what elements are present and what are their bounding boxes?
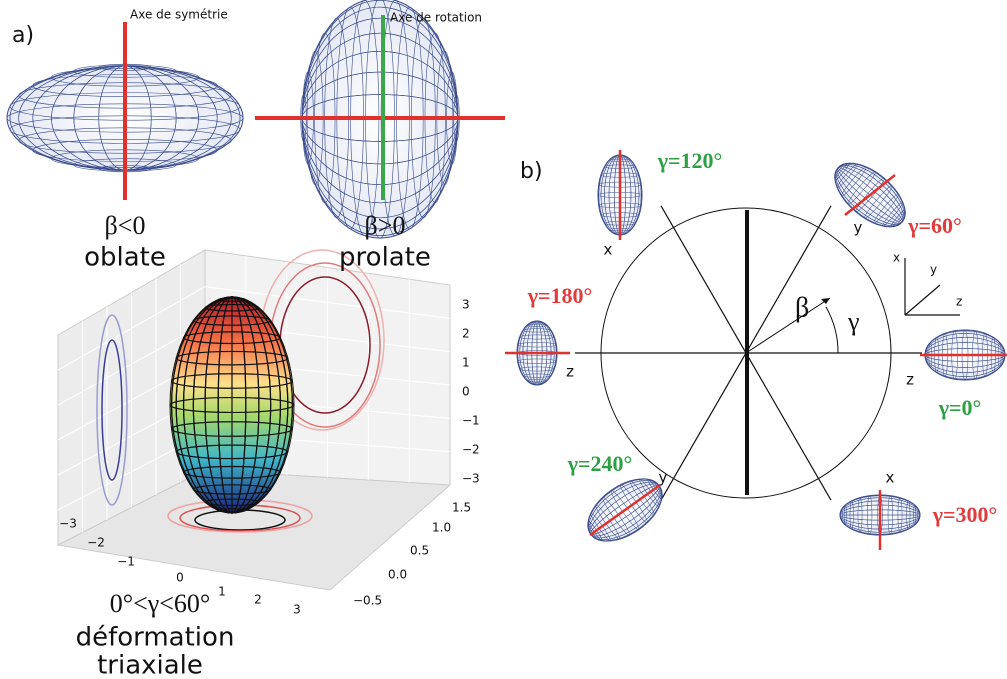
tick-label: −3 [59, 517, 77, 531]
gamma-value: γ=240° [567, 451, 633, 476]
shape-name: prolate [339, 243, 431, 273]
tick-label: 1 [218, 585, 226, 599]
triad-axis [905, 285, 940, 315]
axis-label: Axe de rotation [390, 11, 482, 25]
axis-letter: y [854, 219, 863, 237]
condition: 0°<γ<60° [110, 589, 211, 618]
gamma-arc [826, 307, 838, 353]
beta-label: β [795, 292, 809, 323]
shape-name: triaxiale [97, 651, 203, 679]
tick-label: 2 [254, 593, 262, 607]
gamma-label: γ [847, 307, 860, 336]
triad-label: x [893, 251, 900, 265]
tick-label: 3 [293, 603, 301, 617]
tick-label: 0 [462, 385, 470, 399]
tick-label: 3 [462, 298, 470, 312]
tick-label: −2 [87, 536, 105, 550]
tick-label: 0.5 [410, 544, 429, 558]
triad-label: z [956, 295, 962, 309]
panel-label: a) [12, 23, 34, 48]
gamma-value: γ=0° [938, 395, 982, 420]
axis-letter: z [566, 363, 574, 381]
tick-label: −3 [462, 472, 480, 486]
tick-label: 0.0 [388, 568, 407, 582]
shape-name: déformation [76, 623, 235, 653]
beta-vector [746, 298, 830, 353]
triad-label: y [930, 263, 937, 277]
gamma-value: γ=180° [527, 283, 593, 308]
axis-letter: y [659, 469, 668, 487]
figure: 3 2 1 0 −1 −2 −3 1.51.00.50.0 −0.5 −3 −2 −1 0 1 2 3 γ=0°… [0, 0, 1007, 679]
axis-label: Axe de symétrie [130, 8, 228, 22]
tick-label: −1 [117, 555, 135, 569]
gamma-value: γ=300° [932, 502, 998, 527]
axis-letter: x [886, 469, 895, 487]
axis-letter: z [906, 371, 914, 389]
tick-label: 2 [462, 327, 470, 341]
shape-name: oblate [84, 243, 166, 273]
tick-label: 0 [176, 571, 184, 585]
tick-label: 1 [462, 356, 470, 370]
condition: β<0 [105, 211, 146, 240]
gamma-value: γ=60° [907, 213, 962, 238]
axis-letter: x [604, 241, 613, 259]
ellipsoid [170, 297, 294, 513]
tick-label: 1.0 [432, 521, 451, 535]
tick-label: −0.5 [353, 594, 382, 608]
panel-label: b) [520, 159, 543, 184]
condition: β>0 [365, 211, 406, 240]
tick-label: −1 [462, 414, 480, 428]
gamma-value: γ=120° [657, 148, 723, 173]
tick-label: 1.5 [452, 501, 471, 515]
tick-label: −2 [462, 443, 480, 457]
